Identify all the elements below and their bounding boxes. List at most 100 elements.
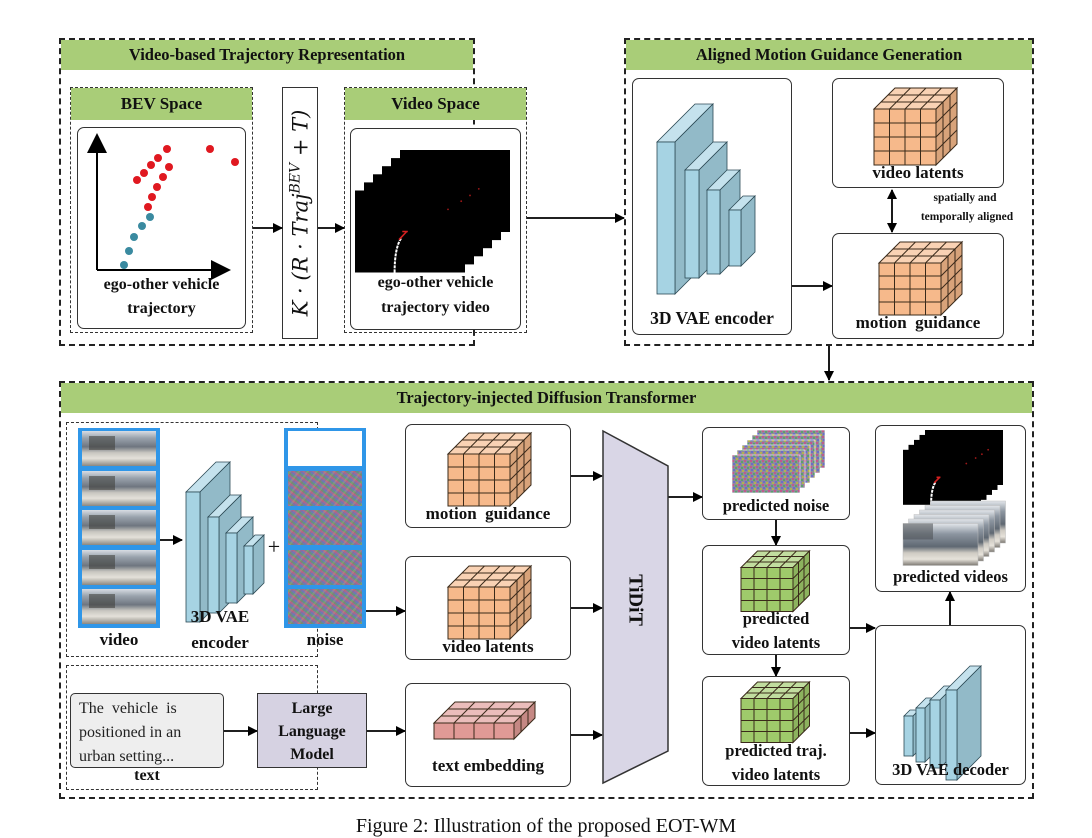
block-front-face — [243, 545, 254, 595]
decoder-label: 3D VAE decoder — [892, 760, 1009, 779]
noise-frame — [288, 510, 362, 545]
align-note-line2: temporally aligned — [920, 211, 1014, 223]
other-vehicle-point — [147, 161, 155, 169]
predicted-videos-label: predicted videos — [893, 567, 1008, 586]
other-trajectory-dot — [981, 453, 983, 456]
tidit-motion-guidance-label: motion guidance — [425, 504, 551, 523]
latent-cube — [446, 564, 533, 641]
other-vehicle-point — [159, 173, 167, 181]
building-shade — [903, 523, 933, 540]
predicted-traj-latents-line1: predicted traj. — [725, 741, 827, 760]
aligned-motion-section-title: Aligned Motion Guidance Generation — [626, 40, 1032, 70]
block-front-face — [185, 491, 201, 623]
tidit-encoder-label-line1: 3D VAE — [190, 607, 250, 626]
predicted-latent-cube — [739, 549, 811, 613]
motion-guidance-cube — [877, 240, 964, 317]
latent-cube — [877, 240, 964, 317]
decoder-icon — [903, 665, 982, 781]
ego-trajectory-point — [125, 247, 133, 255]
ego-trajectory-point — [138, 222, 146, 230]
bev-space-title: BEV Space — [71, 88, 252, 120]
other-trajectory-dot — [469, 194, 471, 197]
block-front-face — [684, 169, 700, 279]
predicted-rgb-video-frames — [902, 500, 1006, 566]
predicted-traj-latents-cube — [739, 680, 811, 744]
block-front-face — [728, 209, 742, 267]
llm-line3: Model — [290, 746, 334, 763]
video-latents-cube — [872, 86, 959, 167]
other-trajectory-dot — [974, 457, 977, 459]
align-note-line1: spatially and — [933, 192, 997, 204]
predicted-noise-label: predicted noise — [722, 496, 830, 515]
other-vehicle-point — [206, 145, 214, 153]
transform-formula-box — [282, 87, 318, 339]
other-vehicle-point — [153, 183, 161, 191]
other-vehicle-point — [144, 203, 152, 211]
block-front-face — [915, 707, 926, 763]
predicted-traj-video-frames — [903, 430, 1003, 505]
tidit-encoder-label-line2: encoder — [191, 633, 249, 652]
figure-caption: Figure 2: Illustration of the proposed E… — [355, 815, 737, 837]
tidit-block — [602, 429, 669, 785]
text-prompt-line3: urban setting... — [79, 748, 175, 765]
video-trajectory-section-title: Video-based Trajectory Representation — [61, 40, 473, 70]
video-label: video — [99, 630, 139, 649]
noise-frame — [288, 470, 362, 506]
predicted-traj-latents-line2: video latents — [731, 765, 821, 784]
input-video-frame — [82, 549, 156, 585]
text-embedding-slab — [432, 700, 537, 741]
tidit-trapezoid — [602, 429, 669, 785]
other-vehicle-point — [165, 163, 173, 171]
other-trajectory-dot — [477, 188, 480, 190]
empty-noise-slot — [288, 431, 362, 466]
other-vehicle-point — [140, 169, 148, 177]
other-vehicle-point — [154, 154, 162, 162]
other-vehicle-point — [148, 193, 156, 201]
block-front-face — [225, 532, 238, 604]
latent-cube — [446, 431, 533, 508]
other-trajectory-dot — [460, 200, 463, 203]
predicted-video-latents-line1: predicted — [742, 609, 810, 628]
tidit-label: TiDiT — [624, 574, 647, 626]
trajectory-video-frames — [355, 150, 510, 273]
bev-space-panel — [70, 87, 253, 333]
predicted-video-latents-line2: video latents — [731, 633, 821, 652]
other-trajectory-dot — [965, 462, 968, 465]
video-space-caption-line1: ego-other vehicle — [377, 274, 494, 291]
input-video-frame — [82, 589, 156, 624]
tidit-section — [59, 381, 1034, 799]
tidit-video-latents-label: video latents — [442, 637, 534, 656]
text-prompt-line2: positioned in an — [79, 724, 182, 741]
bev-trajectory-plot — [87, 133, 239, 280]
other-trajectory-trace — [933, 476, 941, 484]
bev-caption-line1: ego-other vehicle — [103, 276, 220, 293]
input-video-frame — [82, 470, 156, 506]
ego-trajectory-point — [130, 233, 138, 241]
llm-line2: Language — [278, 723, 346, 740]
video-latents-label: video latents — [872, 163, 964, 182]
text-embedding-label: text embedding — [432, 756, 544, 775]
tidit-motion-guidance-cube — [446, 431, 533, 508]
other-vehicle-point — [133, 176, 141, 184]
bev-plot-card — [77, 127, 246, 329]
noise-frame — [288, 589, 362, 624]
other-vehicle-point — [231, 158, 239, 166]
video-space-panel — [344, 87, 527, 333]
other-trajectory-trace — [398, 230, 408, 241]
block-front-face — [929, 699, 941, 769]
block-front-face — [945, 689, 958, 781]
video-space-title: Video Space — [345, 88, 526, 120]
latent-cube — [872, 86, 959, 167]
tidit-encoder-icon — [185, 461, 265, 623]
aligned-encoder-icon — [656, 103, 756, 295]
noise-frame — [288, 549, 362, 585]
llm-line1: Large — [291, 700, 333, 717]
block-front-face — [207, 516, 220, 614]
aligned-encoder-label: 3D VAE encoder — [650, 308, 774, 328]
other-trajectory-dot — [987, 448, 990, 451]
text-prompt-box: The vehicle is positioned in an urban se… — [70, 693, 224, 768]
llm-box: Large Language Model — [257, 693, 367, 768]
tidit-section-title: Trajectory-injected Diffusion Transforme… — [61, 383, 1032, 413]
other-vehicle-point — [163, 145, 171, 153]
